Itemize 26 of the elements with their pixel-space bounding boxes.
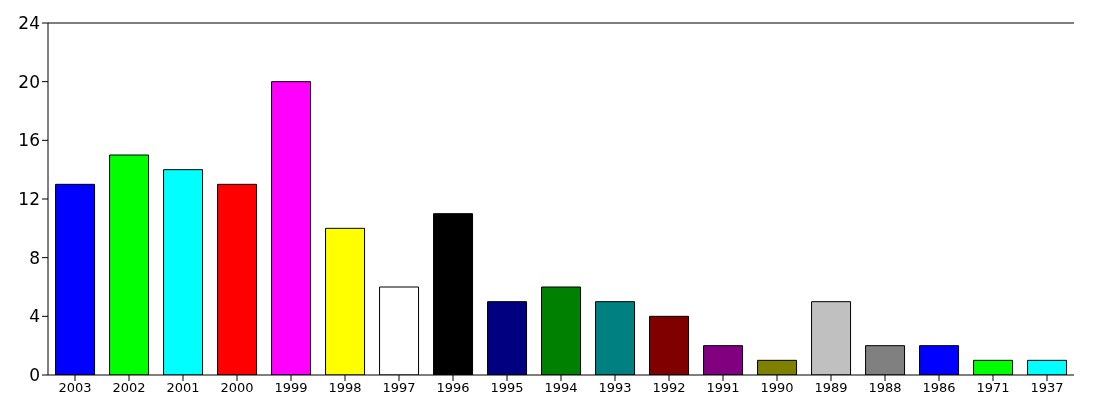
x-tick-label: 1991: [706, 380, 740, 396]
y-tick-label: 20: [18, 71, 40, 92]
x-tick-label: 2001: [166, 380, 200, 396]
x-tick-label: 1971: [976, 380, 1010, 396]
x-tick-label: 1994: [544, 380, 578, 396]
x-tick-label: 1996: [436, 380, 470, 396]
x-tick-label: 1937: [1030, 380, 1064, 396]
y-tick-label: 8: [29, 247, 40, 268]
y-tick-label: 12: [18, 189, 40, 210]
x-tick-label: 2003: [58, 380, 92, 396]
y-tick-label: 0: [29, 365, 40, 386]
x-tick-label: 1992: [652, 380, 686, 396]
y-tick-label: 4: [29, 306, 40, 327]
y-tick-label: 16: [18, 130, 40, 151]
x-tick-label: 1986: [922, 380, 956, 396]
x-tick-label: 1997: [382, 380, 416, 396]
y-tick-label: 24: [18, 13, 40, 34]
x-tick-label: 1988: [868, 380, 902, 396]
x-tick-label: 1989: [814, 380, 848, 396]
x-tick-label: 1995: [490, 380, 524, 396]
x-tick-label: 2000: [220, 380, 254, 396]
x-tick-label: 2002: [112, 380, 146, 396]
x-tick-label: 1998: [328, 380, 362, 396]
x-tick-label: 1990: [760, 380, 794, 396]
x-tick-label: 1993: [598, 380, 632, 396]
x-tick-label: 1999: [274, 380, 308, 396]
